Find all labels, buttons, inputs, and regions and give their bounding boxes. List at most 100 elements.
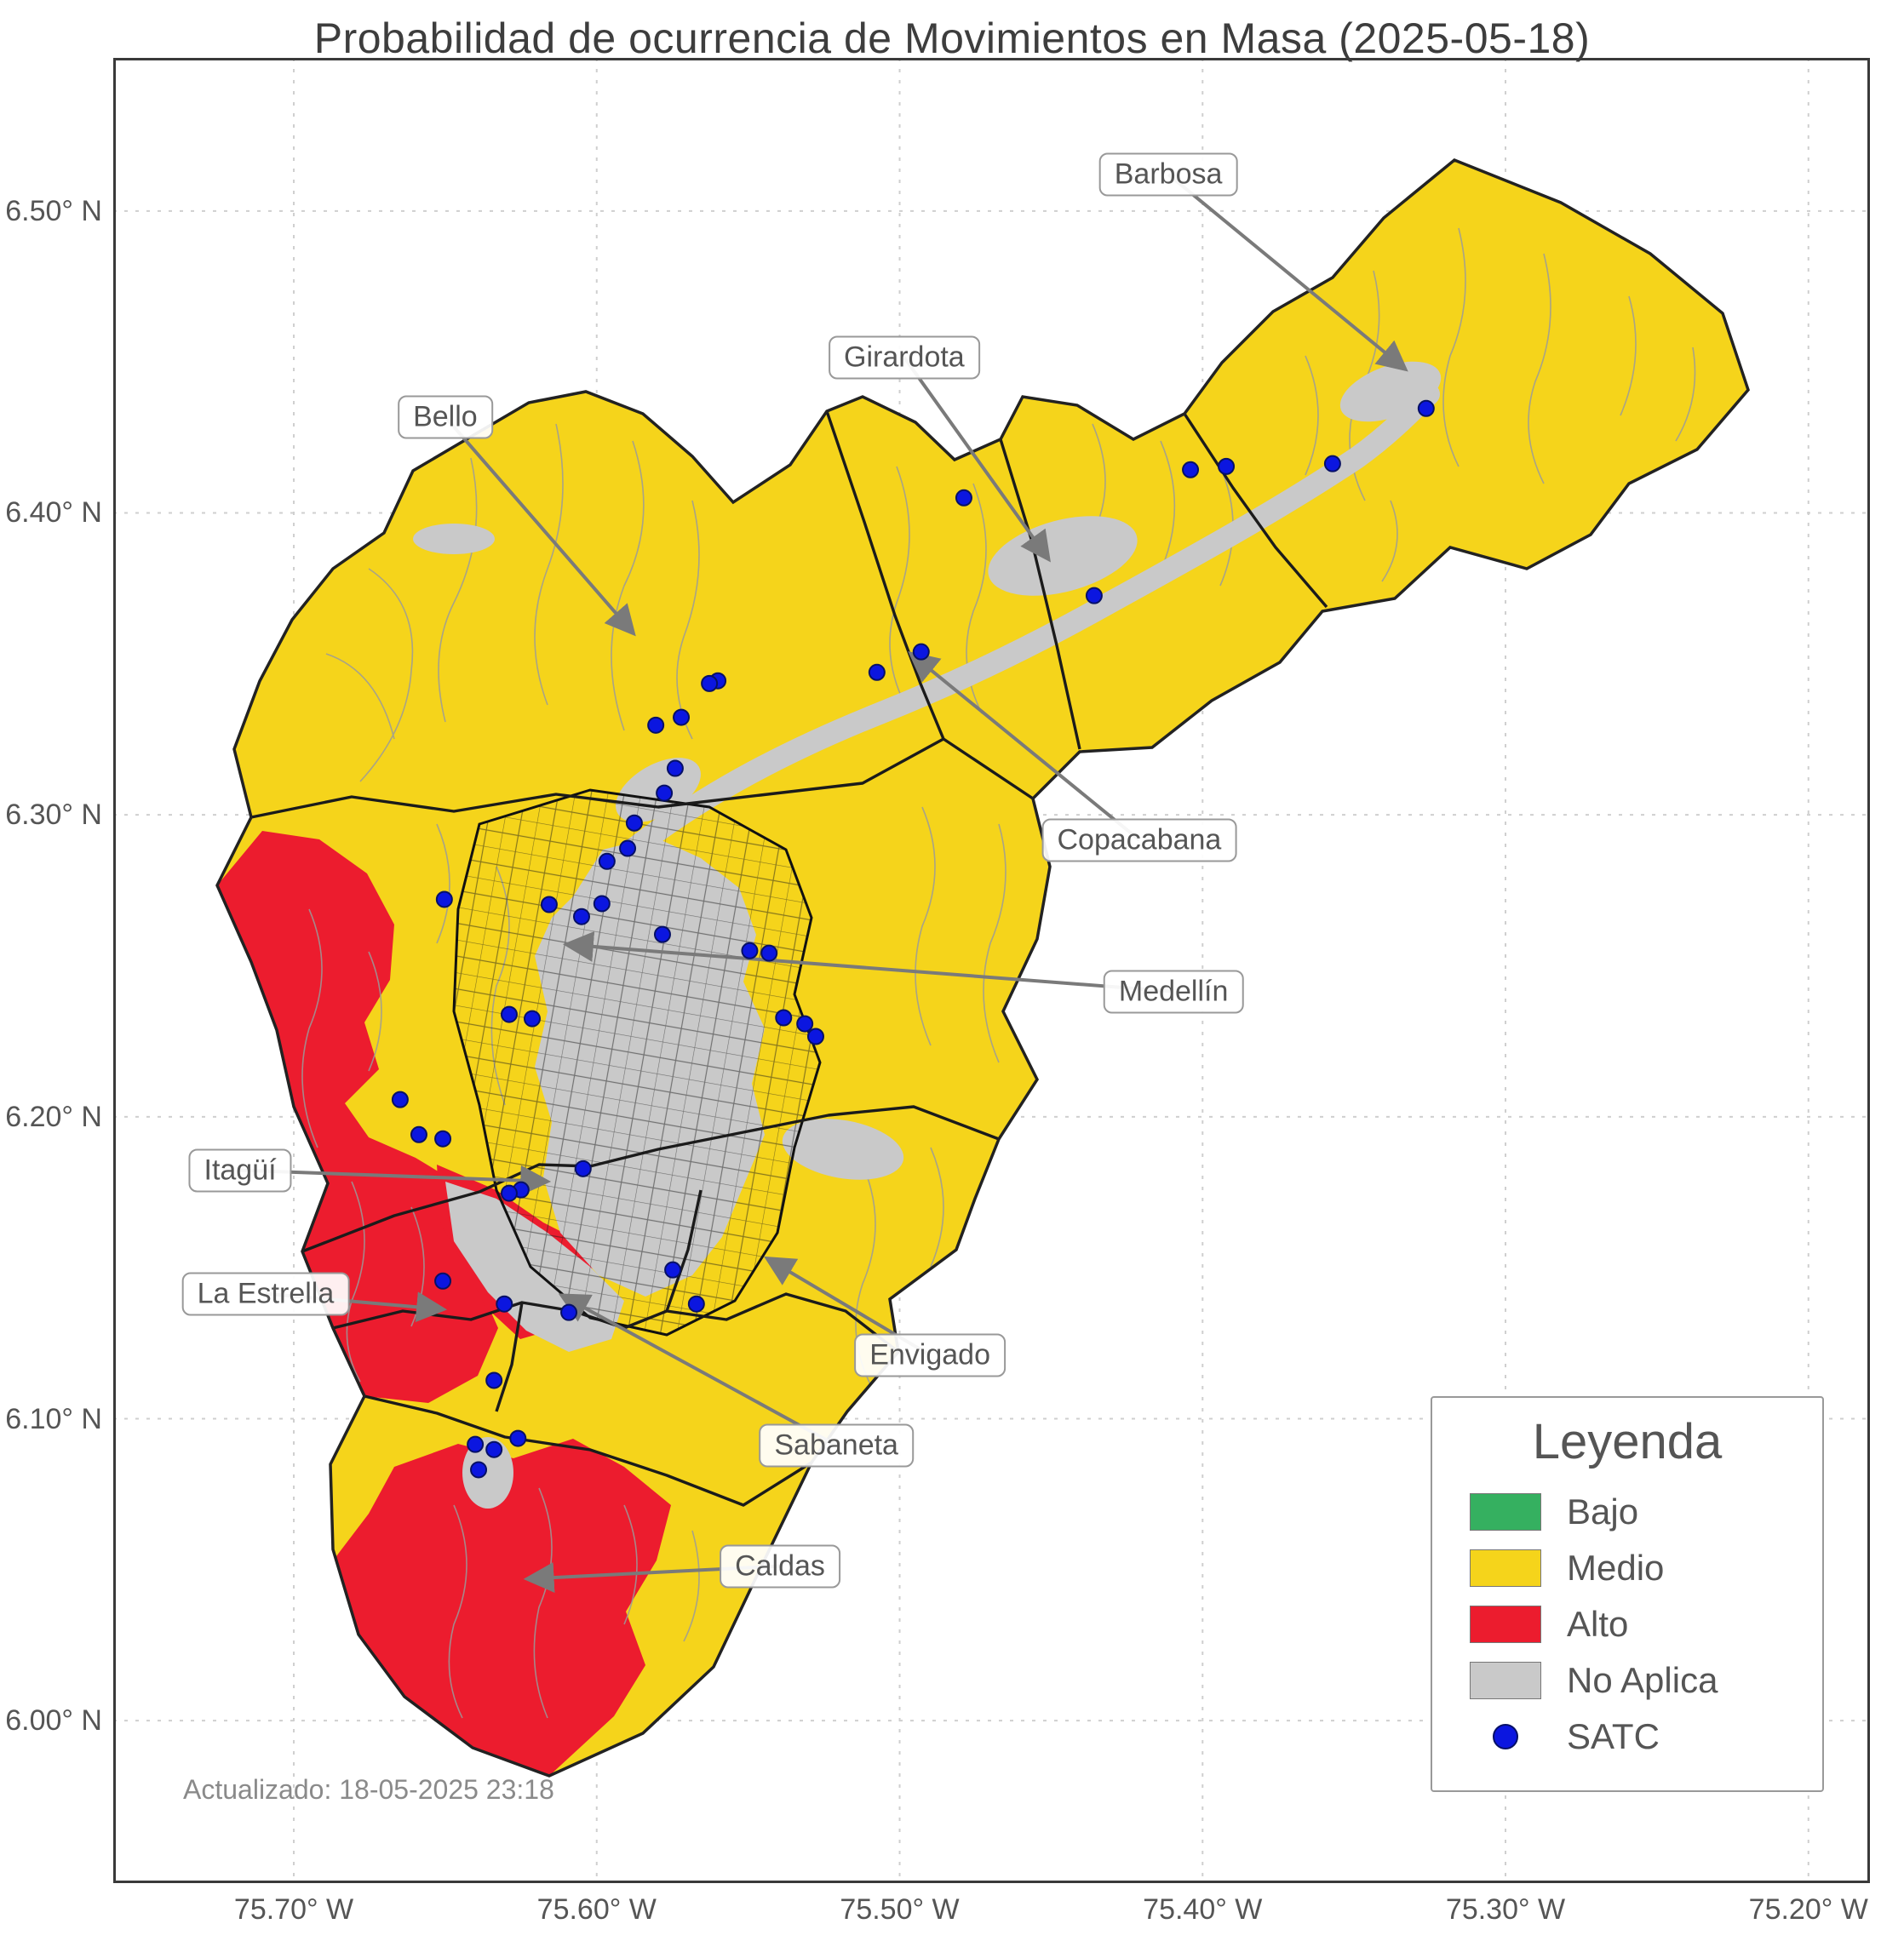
annotation-sabaneta: Sabaneta	[759, 1423, 914, 1468]
x-tick-label: 75.70° W	[233, 1893, 354, 1926]
legend-swatch-no_aplica	[1470, 1662, 1541, 1699]
legend-swatch-bajo	[1470, 1493, 1541, 1531]
urban-barbosa-no-aplica	[1339, 361, 1442, 422]
legend-label: Bajo	[1567, 1492, 1639, 1532]
annotation-arrows	[239, 173, 1408, 1594]
satc-point	[434, 1130, 452, 1148]
updated-timestamp: Actualizado: 18-05-2025 23:18	[183, 1774, 554, 1805]
annotation-barbosa: Barbosa	[1098, 152, 1238, 197]
satc-point	[796, 1015, 814, 1033]
satc-point	[524, 1010, 542, 1028]
y-tick-label: 6.20° N	[5, 1100, 102, 1133]
satc-point	[434, 1272, 452, 1290]
x-tick-label: 75.20° W	[1748, 1893, 1868, 1926]
satc-point	[509, 1429, 527, 1447]
municipal-borders	[250, 410, 1328, 1507]
satc-point	[1417, 399, 1435, 417]
y-tick-label: 6.40° N	[5, 496, 102, 530]
annotation-la-estrella: La Estrella	[181, 1272, 350, 1316]
satc-point	[664, 1261, 682, 1279]
satc-point	[560, 1303, 578, 1321]
satc-point	[540, 896, 558, 913]
x-tick-label: 75.50° W	[840, 1893, 960, 1926]
satc-point	[598, 852, 616, 870]
legend-item-satc: SATC	[1439, 1709, 1815, 1765]
satc-point	[470, 1461, 488, 1479]
no-aplica-patch-nw	[413, 524, 495, 554]
river-corridor-no-aplica	[622, 383, 1440, 861]
satc-point	[496, 1295, 513, 1313]
satc-point	[1085, 587, 1103, 604]
annotation-caldas: Caldas	[720, 1544, 840, 1589]
satc-point	[1323, 455, 1341, 472]
map-canvas	[113, 58, 1870, 1883]
y-tick-label: 6.10° N	[5, 1402, 102, 1435]
annotation-envigado: Envigado	[854, 1333, 1006, 1377]
satc-point	[500, 1005, 518, 1023]
annotation-bello: Bello	[398, 395, 493, 439]
legend-dot-satc	[1493, 1724, 1518, 1749]
no-aplica-patch-envigado	[782, 1119, 904, 1180]
satc-point	[760, 944, 778, 962]
legend-label: No Aplica	[1567, 1660, 1718, 1700]
urban-caldas-no-aplica	[462, 1437, 513, 1509]
satc-point	[673, 708, 691, 726]
satc-point	[500, 1184, 518, 1202]
legend-dot-wrap	[1470, 1724, 1541, 1749]
satc-point	[955, 489, 972, 507]
satc-point	[410, 1125, 427, 1143]
satc-point	[593, 895, 611, 913]
legend-swatch-alto	[1470, 1606, 1541, 1643]
legend-item-medio: Medio	[1439, 1540, 1815, 1596]
barrio-grid-overlay	[454, 790, 820, 1335]
satc-point	[625, 814, 643, 832]
comuna-outline	[452, 788, 822, 1337]
satc-point	[687, 1295, 705, 1313]
satc-point	[391, 1091, 409, 1108]
x-tick-label: 75.60° W	[536, 1893, 657, 1926]
landmass	[215, 158, 1750, 1778]
legend-label: SATC	[1567, 1716, 1660, 1756]
x-tick-label: 75.30° W	[1445, 1893, 1566, 1926]
satc-point	[619, 839, 637, 857]
chart-title: Probabilidad de ocurrencia de Movimiento…	[313, 14, 1591, 62]
legend-title: Leyenda	[1532, 1414, 1723, 1469]
region-alto-caldas	[336, 1439, 671, 1776]
satc-point	[467, 1435, 485, 1453]
legend-item-no-aplica: No Aplica	[1439, 1652, 1815, 1709]
satc-points-layer	[391, 399, 1435, 1479]
legend-item-alto: Alto	[1439, 1596, 1815, 1652]
satc-point	[647, 716, 665, 734]
map-plot-area: Actualizado: 18-05-2025 23:18 Leyenda Ba…	[5, 58, 1870, 1926]
satc-point	[572, 908, 590, 925]
region-alto-west	[217, 831, 498, 1403]
legend-item-bajo: Bajo	[1439, 1484, 1815, 1540]
legend-label: Alto	[1567, 1604, 1629, 1644]
satc-point	[775, 1009, 793, 1027]
y-tick-label: 6.30° N	[5, 799, 102, 832]
legend-label: Medio	[1567, 1548, 1665, 1588]
satc-point	[806, 1028, 824, 1045]
satc-point	[653, 925, 671, 943]
x-tick-label: 75.40° W	[1143, 1893, 1263, 1926]
annotation-copacabana: Copacabana	[1041, 818, 1237, 862]
satc-point	[701, 674, 719, 692]
satc-point	[868, 663, 886, 681]
legend-items: Bajo Medio Alto No Aplica SATC	[1439, 1484, 1815, 1765]
satc-point	[1218, 457, 1236, 475]
annotation-medellin: Medellín	[1103, 970, 1244, 1014]
satc-point	[574, 1159, 592, 1177]
satc-point	[485, 1440, 503, 1458]
satc-point	[1182, 461, 1200, 478]
satc-point	[435, 890, 453, 908]
satc-point	[741, 942, 759, 959]
plot-border	[113, 58, 1870, 1883]
vereda-boundaries-north	[325, 423, 700, 1106]
satc-point	[912, 643, 930, 661]
satc-point	[666, 759, 684, 777]
annotation-itagui: Itagüí	[188, 1148, 292, 1193]
legend: Leyenda Bajo Medio Alto No Aplica SATC	[1431, 1396, 1824, 1792]
annotation-girardota: Girardota	[828, 335, 980, 380]
y-tick-label: 6.50° N	[5, 194, 102, 227]
